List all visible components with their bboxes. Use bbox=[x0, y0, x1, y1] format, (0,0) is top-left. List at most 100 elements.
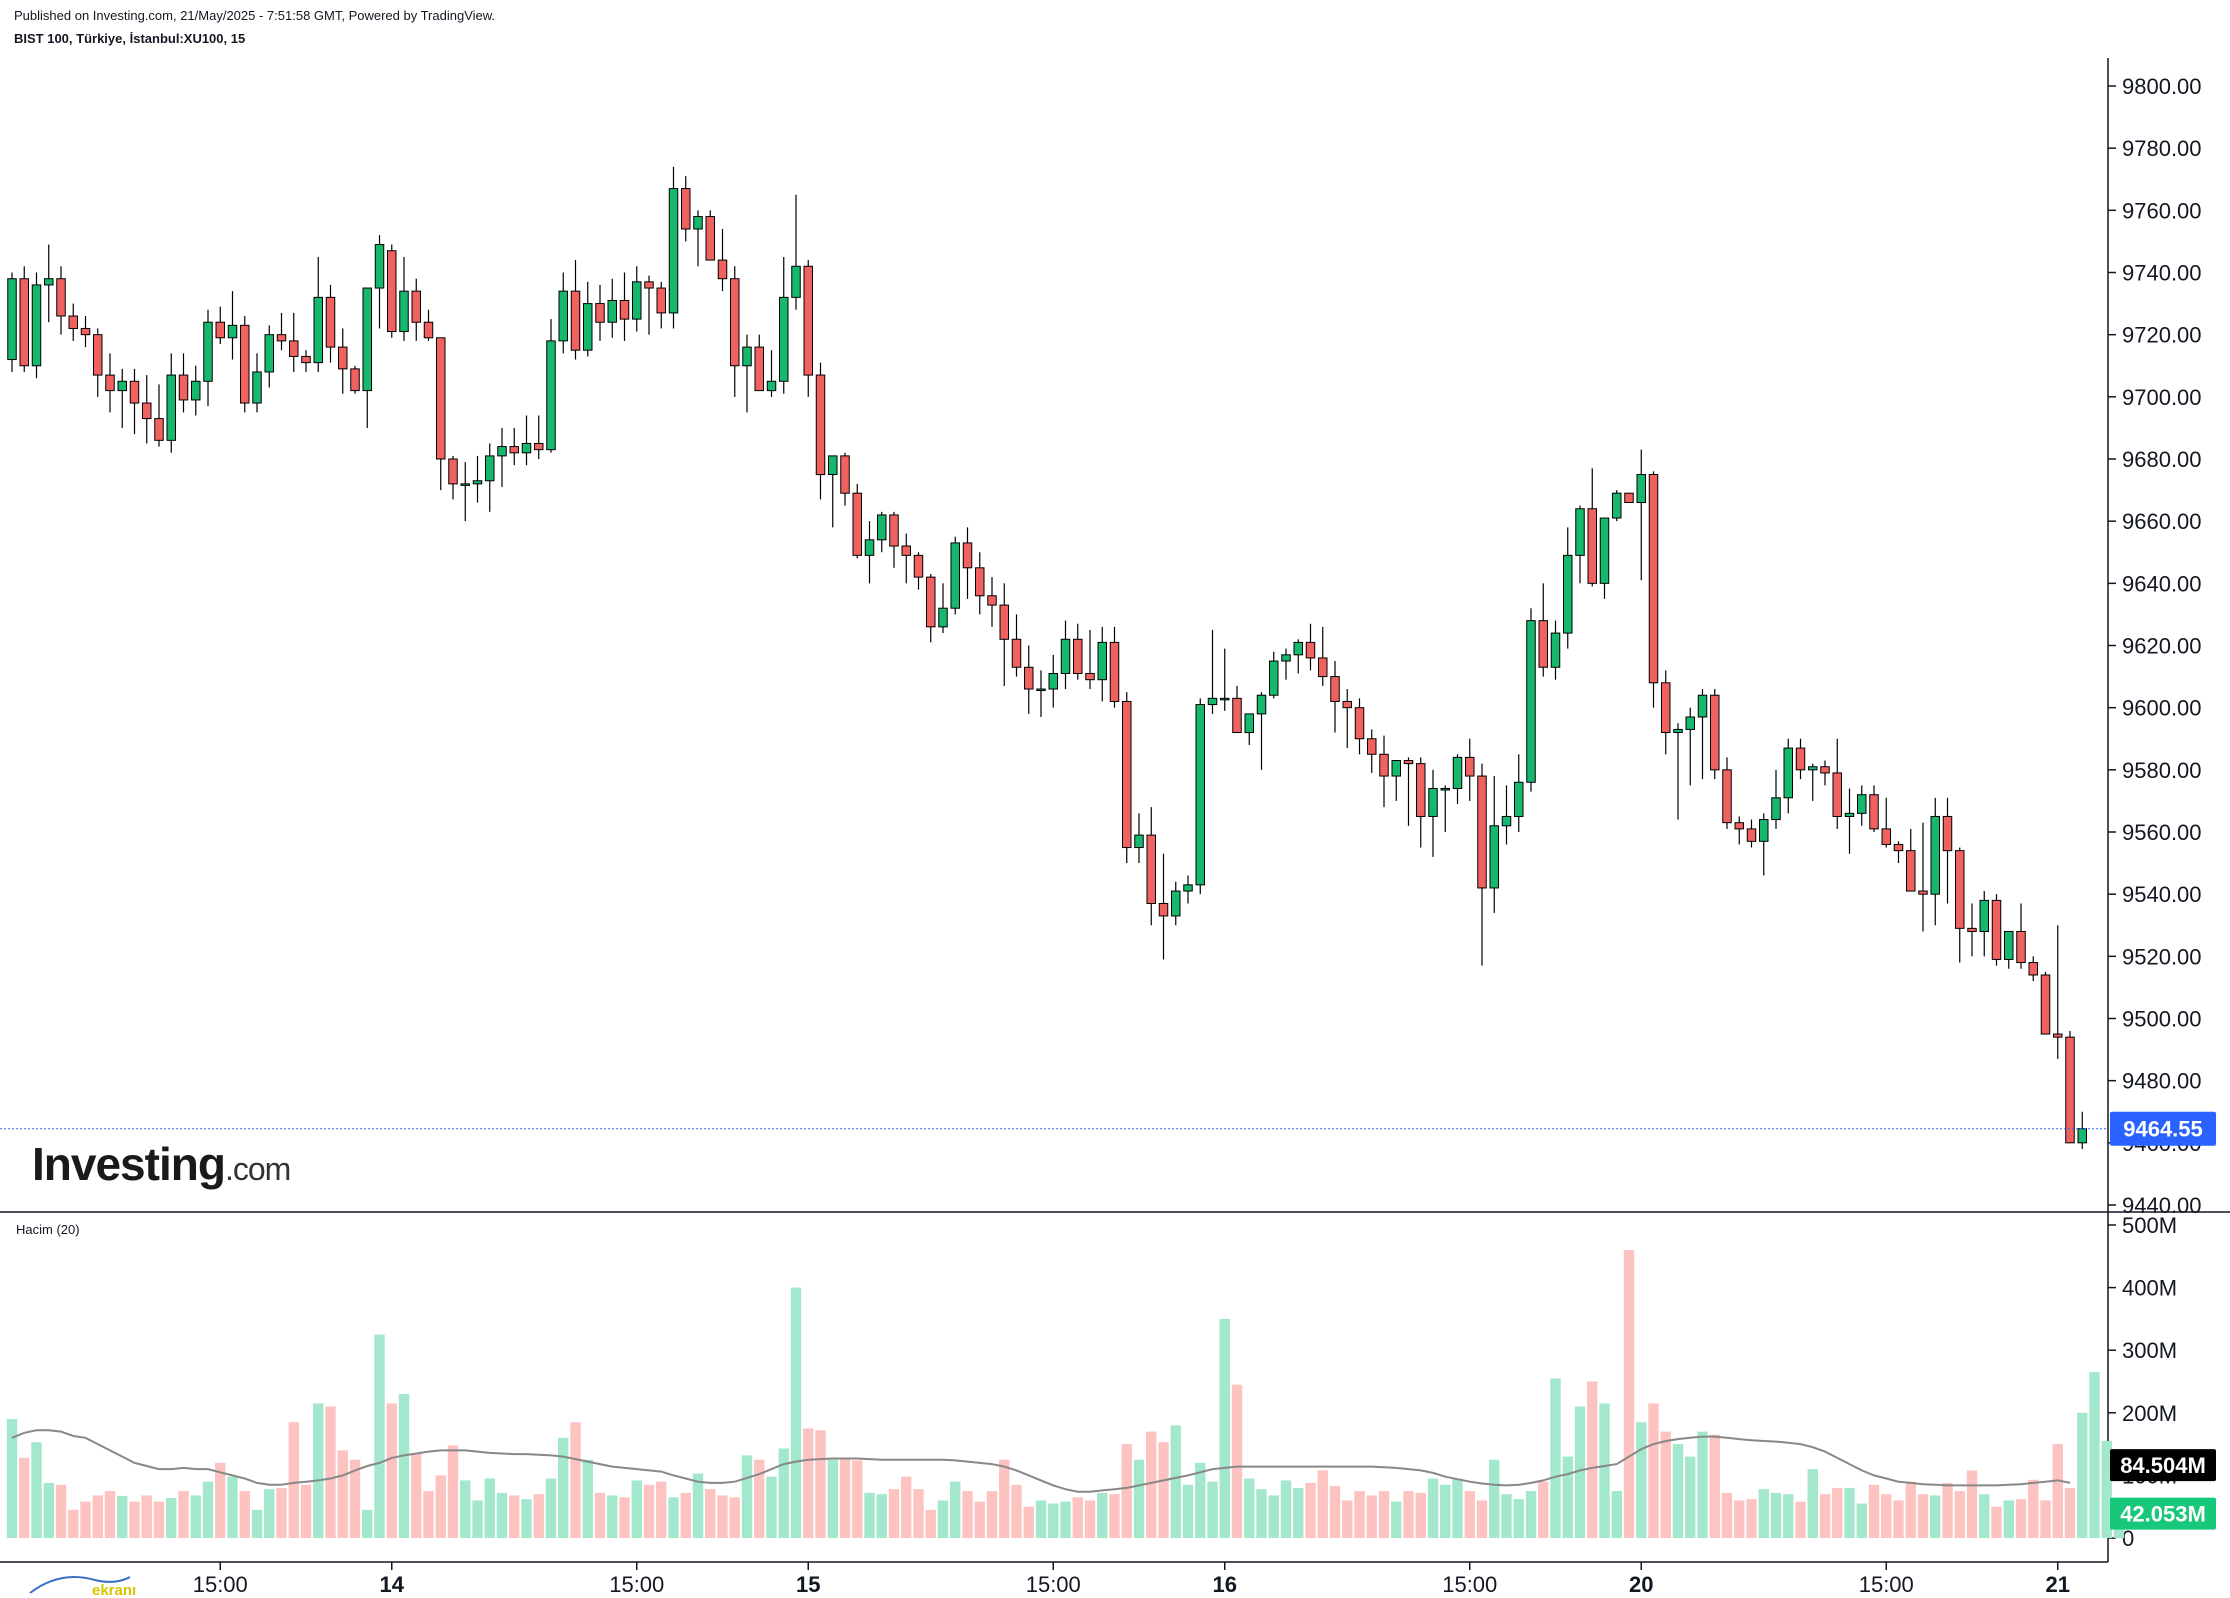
candle-body bbox=[1122, 700, 1132, 849]
candle bbox=[1465, 738, 1475, 801]
candle bbox=[1893, 841, 1904, 864]
volume-tick-label: 0 bbox=[2122, 1526, 2134, 1551]
candle-body bbox=[1612, 492, 1622, 519]
volume-bar bbox=[496, 1492, 508, 1538]
volume-bar bbox=[1783, 1494, 1794, 1538]
candle-body bbox=[472, 480, 483, 485]
candle bbox=[1403, 757, 1414, 826]
candle-body bbox=[1465, 756, 1475, 777]
candle-body bbox=[1820, 766, 1830, 774]
volume-bar bbox=[1513, 1499, 1524, 1538]
volume-bar bbox=[178, 1491, 189, 1538]
candle-body bbox=[987, 595, 997, 606]
volume-bar bbox=[1060, 1501, 1071, 1538]
candle bbox=[301, 350, 311, 372]
candle-body bbox=[313, 296, 323, 364]
volume-bar bbox=[190, 1495, 201, 1538]
volume-bar bbox=[153, 1501, 165, 1538]
candle bbox=[1354, 698, 1365, 755]
candle bbox=[1220, 648, 1230, 711]
volume-bar bbox=[1072, 1497, 1083, 1538]
published-header: Published on Investing.com, 21/May/2025 … bbox=[14, 8, 496, 23]
volume-bar bbox=[1329, 1486, 1341, 1538]
candle bbox=[1477, 763, 1487, 966]
volume-bar bbox=[876, 1494, 887, 1538]
volume-bar bbox=[1133, 1459, 1145, 1538]
candle-body bbox=[1305, 641, 1316, 659]
volume-bar bbox=[1685, 1456, 1696, 1538]
candle-body bbox=[840, 455, 850, 494]
candle bbox=[1158, 853, 1169, 960]
candle-body bbox=[1207, 697, 1218, 706]
time-tick-label: 21 bbox=[2046, 1572, 2070, 1597]
volume-ma-tag: 84.504M bbox=[2110, 1449, 2216, 1482]
price-tick-label: 9580.00 bbox=[2122, 758, 2202, 783]
candle-body bbox=[93, 334, 103, 376]
candle bbox=[178, 353, 189, 413]
candle bbox=[1563, 527, 1573, 649]
candle bbox=[815, 362, 826, 500]
candle-body bbox=[779, 296, 789, 382]
candle bbox=[668, 166, 679, 329]
volume-bar bbox=[2052, 1444, 2063, 1538]
candle bbox=[632, 266, 642, 332]
candle-body bbox=[913, 554, 924, 578]
candle-body bbox=[754, 346, 764, 392]
volume-bar bbox=[117, 1496, 128, 1538]
volume-bar bbox=[594, 1492, 606, 1538]
volume-bar bbox=[925, 1509, 936, 1538]
candle-body bbox=[105, 374, 115, 392]
candle bbox=[387, 244, 397, 338]
candle-body bbox=[1354, 707, 1365, 740]
candle-body bbox=[387, 250, 397, 333]
candle bbox=[1906, 828, 1916, 892]
candle bbox=[399, 256, 409, 341]
candle bbox=[1979, 891, 1989, 957]
volume-bar bbox=[202, 1481, 214, 1538]
price-tick-label: 9620.00 bbox=[2122, 634, 2202, 659]
candle bbox=[1673, 723, 1683, 820]
volume-bar bbox=[1942, 1482, 1953, 1538]
price-tick-label: 9660.00 bbox=[2122, 509, 2202, 534]
candle bbox=[1844, 788, 1855, 854]
candle-body bbox=[558, 290, 568, 342]
volume-bar bbox=[251, 1509, 263, 1538]
candle bbox=[289, 312, 299, 372]
candle bbox=[1881, 797, 1891, 848]
volume-bar bbox=[1660, 1431, 1671, 1538]
volume-bar bbox=[1293, 1487, 1304, 1538]
volume-bar bbox=[92, 1495, 103, 1538]
candle bbox=[1526, 608, 1536, 792]
candle bbox=[534, 415, 544, 459]
volume-bar bbox=[1930, 1495, 1941, 1538]
candle-body bbox=[338, 346, 348, 370]
candle-body bbox=[1134, 834, 1144, 849]
candle bbox=[1244, 713, 1254, 745]
candle-body bbox=[1808, 766, 1818, 771]
candle bbox=[497, 427, 507, 487]
time-tick-label: 14 bbox=[380, 1572, 405, 1597]
time-tick-label: 20 bbox=[1629, 1572, 1653, 1597]
candle-body bbox=[399, 290, 409, 333]
volume-bar bbox=[1721, 1492, 1733, 1538]
candle bbox=[252, 353, 262, 413]
candle bbox=[681, 176, 691, 242]
candle-body bbox=[1452, 756, 1463, 789]
candle-body bbox=[1906, 850, 1916, 892]
volume-bar bbox=[2003, 1500, 2014, 1538]
candle-body bbox=[570, 290, 581, 351]
candle bbox=[852, 483, 862, 559]
volume-bar bbox=[607, 1495, 618, 1538]
candle-body bbox=[766, 380, 777, 392]
volume-bar bbox=[1746, 1499, 1757, 1538]
candle-body bbox=[1771, 797, 1781, 821]
candle-body bbox=[619, 299, 630, 320]
candle bbox=[129, 368, 140, 435]
candle bbox=[154, 384, 164, 447]
volume-bar bbox=[1623, 1250, 1635, 1538]
svg-text:Investing.com: Investing.com bbox=[32, 1138, 290, 1190]
volume-bar bbox=[827, 1459, 838, 1538]
volume-bar bbox=[803, 1428, 814, 1538]
candle-body bbox=[1844, 812, 1855, 817]
